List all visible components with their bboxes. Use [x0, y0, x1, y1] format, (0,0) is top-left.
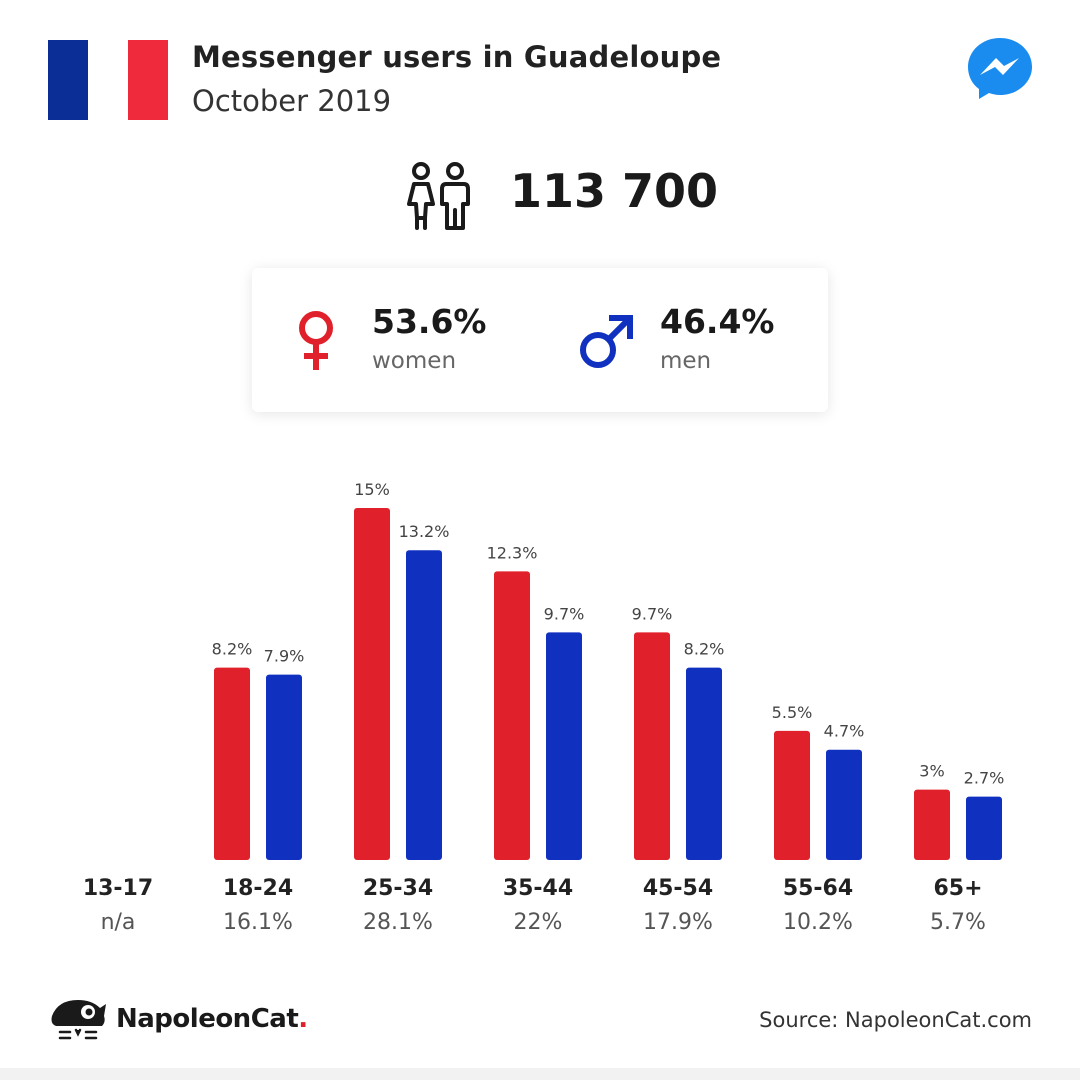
men-bar-55-64	[826, 749, 862, 860]
age-group-total: 28.1%	[363, 910, 433, 935]
women-data-label-55-64: 5.5%	[772, 703, 813, 722]
men-label: men	[660, 348, 712, 374]
age-group-total: 16.1%	[223, 910, 293, 935]
total-users: 113 700	[510, 164, 719, 218]
bottom-strip	[0, 1068, 1080, 1080]
men-data-label-65+: 2.7%	[964, 769, 1005, 788]
women-data-label-45-54: 9.7%	[632, 604, 673, 623]
men-data-label-25-34: 13.2%	[399, 522, 450, 541]
age-group-total: 5.7%	[930, 910, 986, 935]
france-flag	[48, 40, 168, 120]
male-icon	[580, 314, 634, 368]
gender-card	[252, 268, 828, 412]
men-bar-65+	[966, 796, 1002, 860]
women-percentage: 53.6%	[372, 302, 487, 341]
men-percentage: 46.4%	[660, 302, 775, 341]
women-label: women	[372, 348, 457, 374]
age-group-label: 18-24	[222, 876, 294, 901]
flag-red-stripe	[128, 40, 168, 120]
messenger-logo-icon	[968, 38, 1032, 99]
age-group-total: n/a	[100, 910, 136, 935]
age-group-label: 45-54	[642, 876, 714, 901]
men-data-label-35-44: 9.7%	[544, 604, 585, 623]
age-group-label: 13-17	[82, 876, 154, 901]
source-text: Source: NapoleonCat.com	[759, 1008, 1032, 1032]
people-icon	[407, 162, 470, 230]
women-data-label-65+: 3%	[919, 762, 944, 781]
women-bar-65+	[914, 789, 950, 860]
flag-blue-stripe	[48, 40, 88, 120]
brand-dot: .	[298, 1004, 308, 1034]
napoleoncat-logo-icon	[51, 1000, 106, 1040]
women-bar-25-34	[354, 508, 390, 860]
age-group-total: 10.2%	[783, 910, 853, 935]
age-group-total: 22%	[513, 910, 563, 935]
female-icon	[299, 311, 333, 370]
men-bar-18-24	[266, 674, 302, 860]
men-data-label-18-24: 7.9%	[264, 647, 305, 666]
women-bar-18-24	[214, 667, 250, 860]
age-group-label: 65+	[933, 876, 983, 901]
napoleoncat-brand: NapoleonCat.	[116, 1004, 308, 1034]
women-bar-35-44	[494, 571, 530, 860]
women-bar-45-54	[634, 632, 670, 860]
age-group-total: 17.9%	[643, 910, 713, 935]
men-data-label-55-64: 4.7%	[824, 722, 865, 741]
men-bar-35-44	[546, 632, 582, 860]
women-data-label-18-24: 8.2%	[212, 640, 253, 659]
women-data-label-25-34: 15%	[354, 480, 390, 499]
age-group-label: 35-44	[502, 876, 574, 901]
brand-name: NapoleonCat	[116, 1004, 299, 1034]
men-data-label-45-54: 8.2%	[684, 640, 725, 659]
women-bar-55-64	[774, 730, 810, 860]
age-group-label: 55-64	[782, 876, 854, 901]
men-bar-45-54	[686, 667, 722, 860]
page-title: Messenger users in Guadeloupe	[192, 40, 722, 74]
age-group-label: 25-34	[362, 876, 434, 901]
men-bar-25-34	[406, 550, 442, 860]
page-subtitle: October 2019	[192, 84, 392, 118]
women-data-label-35-44: 12.3%	[487, 543, 538, 562]
